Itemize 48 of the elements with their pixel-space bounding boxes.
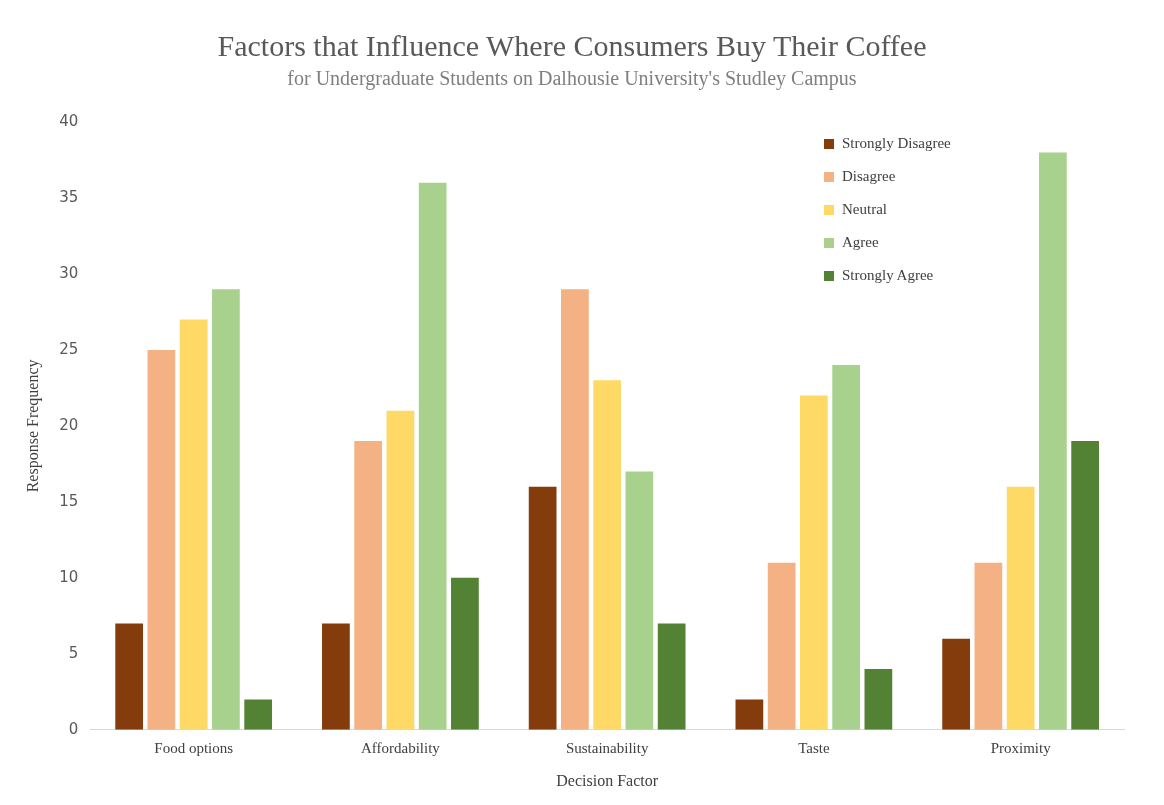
- bar: [528, 486, 557, 730]
- x-tick-label: Proximity: [990, 739, 1052, 756]
- legend-label: Agree: [842, 233, 879, 250]
- y-tick-label: 15: [59, 491, 79, 510]
- bar: [1071, 441, 1099, 730]
- bar: [735, 699, 764, 730]
- bar: [942, 638, 970, 730]
- legend-label: Disagree: [842, 167, 896, 184]
- bar: [1039, 152, 1067, 730]
- bar: [625, 471, 654, 730]
- bar: [832, 365, 861, 730]
- bar: [657, 623, 686, 730]
- y-tick-label: 0: [68, 719, 79, 738]
- x-tick-label: Taste: [798, 739, 830, 756]
- y-tick-label: 25: [59, 339, 79, 358]
- y-tick-label: 40: [59, 111, 79, 130]
- y-axis-title: Response Frequency: [23, 359, 42, 493]
- bar: [115, 623, 144, 730]
- legend-label: Neutral: [842, 200, 887, 217]
- bar: [451, 577, 479, 730]
- y-tick-label: 20: [59, 415, 79, 434]
- y-tick-label: 5: [68, 643, 79, 662]
- bar: [354, 441, 383, 730]
- y-tick-label: 35: [59, 187, 79, 206]
- bar: [1006, 486, 1035, 730]
- chart-title: Factors that Influence Where Consumers Buy Their Coffee: [217, 28, 927, 62]
- x-tick-label: Sustainability: [565, 739, 649, 756]
- bar: [767, 562, 796, 730]
- x-tick-label: Affordability: [360, 739, 441, 756]
- bar: [418, 182, 447, 730]
- bar: [864, 669, 893, 730]
- bar: [244, 699, 273, 730]
- x-tick-label: Food options: [154, 739, 234, 756]
- chart-subtitle: for Undergraduate Students on Dalhousie University's Studley Campus: [287, 67, 857, 91]
- legend-label: Strongly Disagree: [842, 134, 952, 151]
- x-axis-title: Decision Factor: [556, 771, 659, 789]
- y-tick-label: 10: [59, 567, 79, 586]
- bar: [322, 623, 350, 730]
- bar: [800, 395, 828, 730]
- bar: [974, 562, 1003, 730]
- y-tick-label: 30: [59, 263, 79, 282]
- bar: [386, 410, 415, 730]
- bar: [212, 289, 240, 730]
- legend-label: Strongly Agree: [842, 266, 934, 283]
- bar: [179, 319, 208, 730]
- bar: [593, 380, 622, 730]
- bar: [561, 289, 589, 730]
- bar: [147, 349, 176, 730]
